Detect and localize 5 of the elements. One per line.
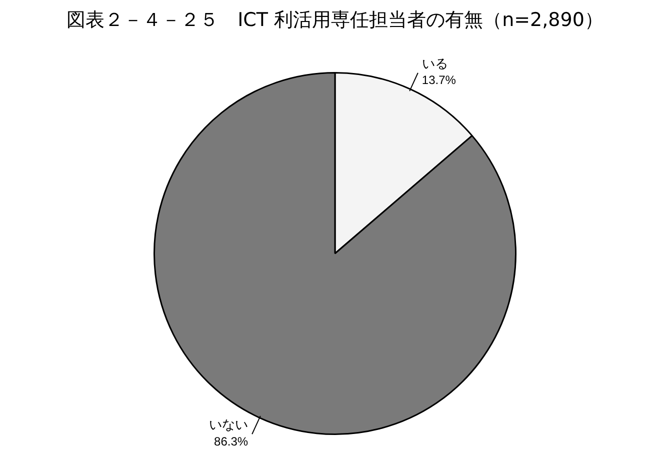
- slice-label: いる: [422, 56, 448, 72]
- data-label: 86.3%: [214, 434, 248, 448]
- slice-label: いない: [209, 418, 248, 433]
- data-label: 13.7%: [422, 73, 456, 88]
- chart-title: 図表２－４－２５ ICT 利活用専任担当者の有無（n=2,890）: [66, 8, 604, 33]
